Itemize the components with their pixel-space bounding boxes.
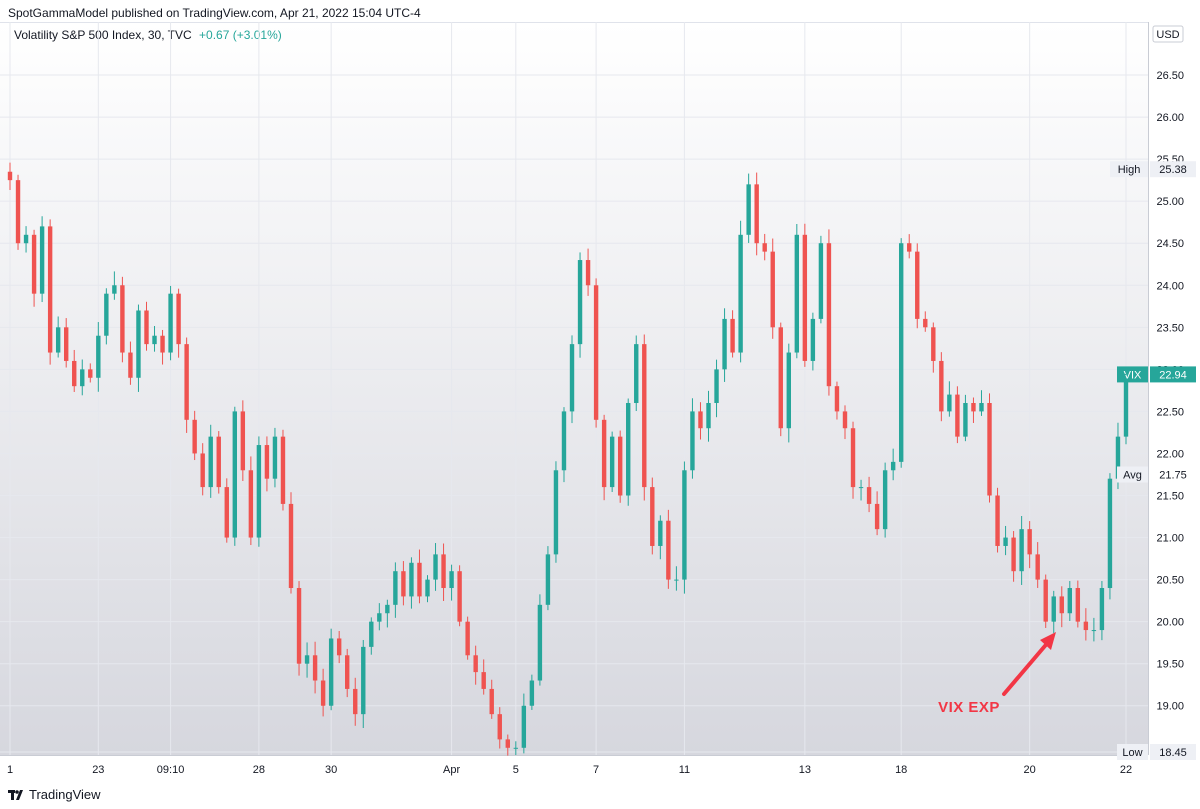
symbol-legend[interactable]: Volatility S&P 500 Index, 30, TVC +0.67 … (14, 28, 282, 42)
footer-bar (0, 781, 1200, 809)
symbol-title: Volatility S&P 500 Index, 30, TVC (14, 28, 192, 42)
tradingview-brand[interactable]: TradingView (8, 787, 101, 802)
chart-plot-area[interactable] (0, 22, 1148, 756)
price-axis[interactable] (1148, 22, 1200, 755)
change-value: +0.67 (+3.01%) (199, 28, 282, 42)
brand-name: TradingView (29, 787, 101, 802)
time-axis[interactable] (0, 755, 1148, 782)
publisher-header: SpotGammaModel published on TradingView.… (8, 6, 421, 20)
tradingview-logo-icon (8, 789, 23, 800)
